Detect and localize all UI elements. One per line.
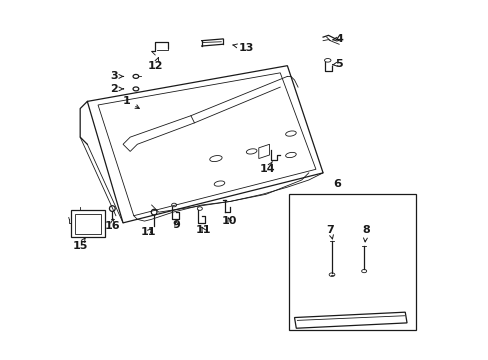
Text: 6: 6 — [333, 179, 341, 189]
Text: 4: 4 — [332, 34, 343, 44]
Text: 3: 3 — [110, 71, 123, 81]
Bar — [75, 214, 101, 234]
Text: 16: 16 — [104, 219, 120, 231]
Text: 12: 12 — [147, 58, 163, 71]
Text: 7: 7 — [325, 225, 333, 239]
Text: 11: 11 — [195, 225, 211, 235]
Text: 15: 15 — [72, 238, 88, 251]
Text: 9: 9 — [172, 220, 180, 230]
Text: 8: 8 — [361, 225, 369, 242]
Bar — [288, 194, 415, 330]
Text: 1: 1 — [122, 96, 139, 108]
Text: 10: 10 — [222, 216, 237, 226]
Text: 13: 13 — [232, 43, 253, 53]
Text: 11: 11 — [141, 227, 156, 237]
Text: 14: 14 — [260, 162, 275, 174]
Bar — [71, 210, 105, 237]
Text: 5: 5 — [332, 59, 342, 69]
Text: 2: 2 — [110, 84, 123, 94]
